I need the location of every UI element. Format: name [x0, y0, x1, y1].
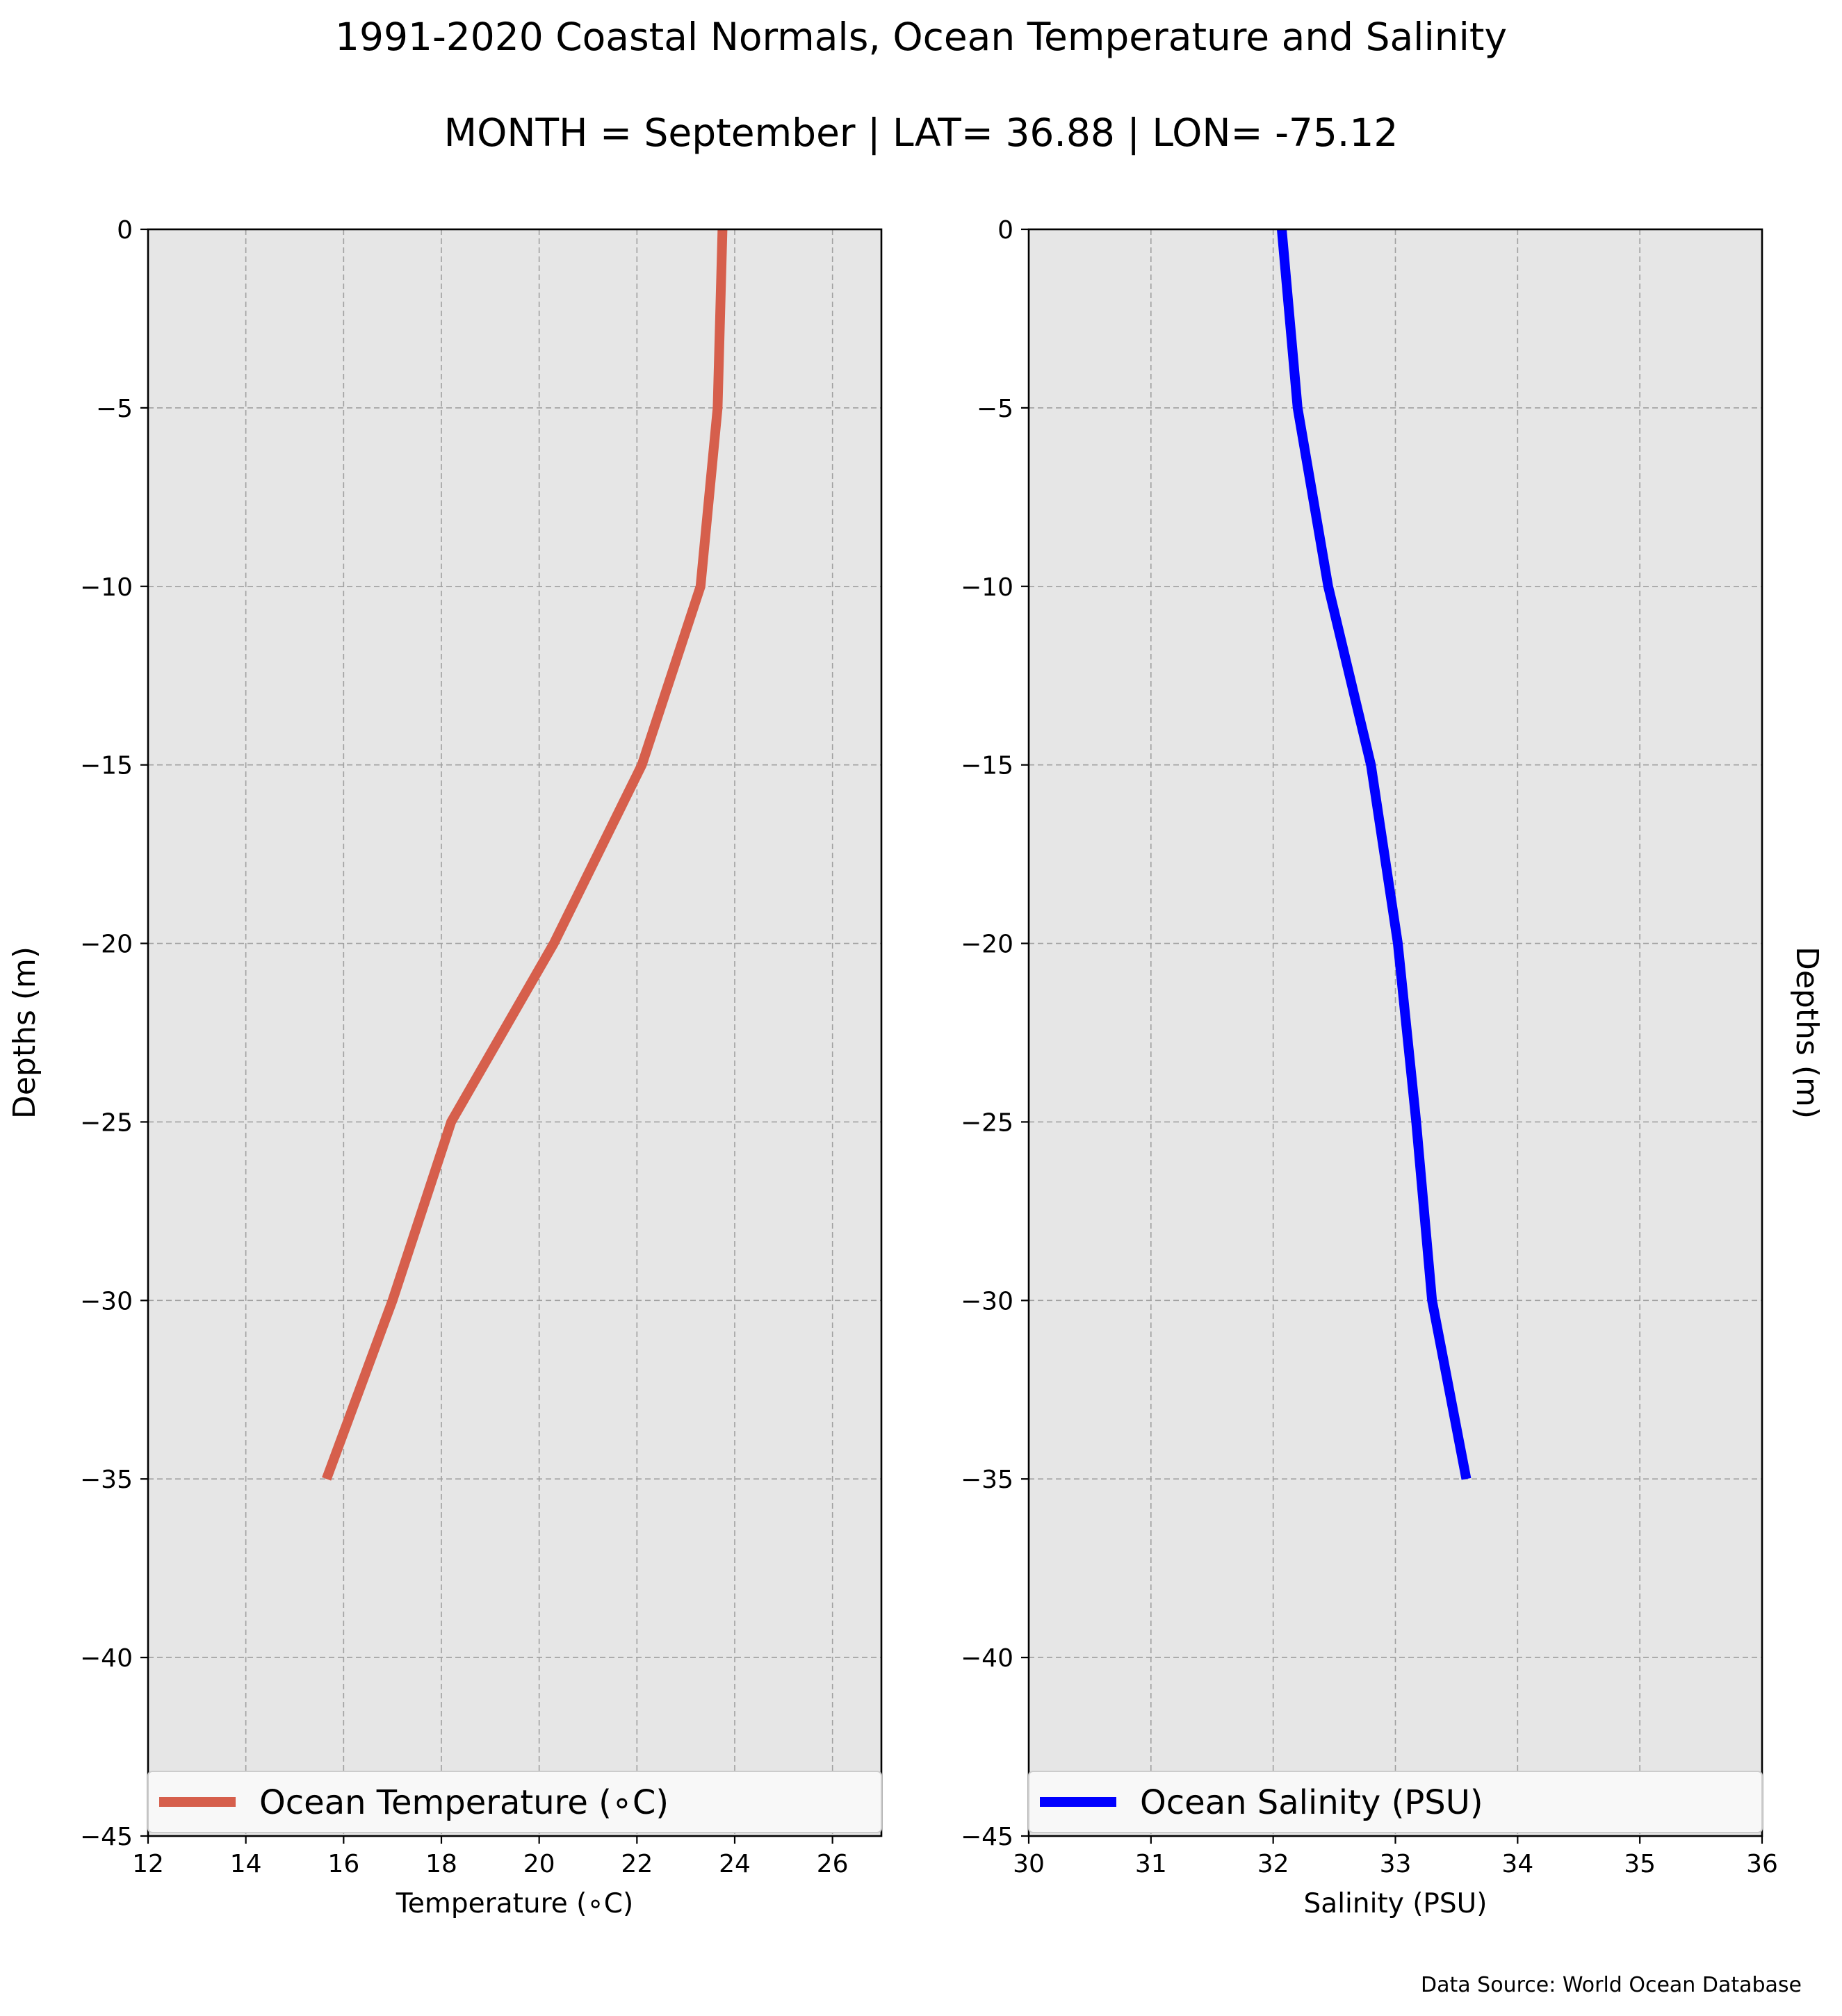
y-tick-label: −20	[961, 931, 1013, 959]
x-tick-label: 36	[1746, 1850, 1778, 1878]
chart-title: 1991-2020 Coastal Normals, Ocean Tempera…	[335, 15, 1507, 59]
legend-label: Ocean Salinity (PSU)	[1140, 1783, 1483, 1822]
y-tick-label: −45	[961, 1823, 1013, 1851]
x-tick-label: 24	[719, 1850, 751, 1878]
y-tick-label: −10	[961, 573, 1013, 602]
y-axis-label: Depths (m)	[1789, 946, 1825, 1119]
y-tick-label: −20	[80, 931, 133, 959]
salinity-panel: 30 31 32 33 34 35 36 0 −5 −10 −15 −20 −25 −30 −35 −40 −4…	[961, 216, 1825, 1919]
series-line	[322, 229, 728, 1481]
x-axis-label: Temperature (∘C)	[396, 1888, 634, 1919]
x-tick-label: 26	[817, 1850, 849, 1878]
y-tick-label: −30	[961, 1287, 1013, 1316]
x-tick-label: 34	[1501, 1850, 1533, 1878]
series-line	[1277, 229, 1472, 1480]
y-axis-label: Depths (m)	[7, 946, 42, 1119]
x-tick-label: 14	[230, 1850, 262, 1878]
legend: Ocean Salinity (PSU)	[1028, 1771, 1763, 1833]
x-tick-label: 30	[1013, 1850, 1045, 1878]
x-tick-label: 12	[132, 1850, 164, 1878]
x-tick-label: 16	[327, 1850, 359, 1878]
y-tick-label: −5	[96, 395, 133, 423]
legend: Ocean Temperature (∘C)	[147, 1771, 882, 1833]
x-tick-label: 33	[1380, 1850, 1412, 1878]
y-tick-label: −40	[961, 1644, 1013, 1673]
legend-box	[147, 1771, 882, 1833]
y-tick-label: −5	[977, 395, 1013, 423]
y-tick-label: −35	[961, 1466, 1013, 1494]
x-tick-label: 31	[1135, 1850, 1167, 1878]
x-tick-label: 20	[523, 1850, 555, 1878]
y-tick-label: −10	[80, 573, 133, 602]
y-tick-label: −25	[961, 1108, 1013, 1137]
x-tick-label: 22	[621, 1850, 653, 1878]
y-tick-label: −40	[80, 1644, 133, 1673]
y-tick-label: −30	[80, 1287, 133, 1316]
y-tick-label: −25	[80, 1108, 133, 1137]
x-tick-label: 18	[425, 1850, 457, 1878]
chart-subtitle: MONTH = September | LAT= 36.88 | LON= -7…	[444, 110, 1399, 156]
x-axis-label: Salinity (PSU)	[1304, 1888, 1488, 1919]
y-tick-label: −15	[80, 752, 133, 780]
x-tick-label: 32	[1257, 1850, 1289, 1878]
y-tick-label: −15	[961, 752, 1013, 780]
y-tick-label: 0	[117, 216, 133, 245]
data-source-note: Data Source: World Ocean Database	[1421, 1973, 1802, 1997]
y-tick-label: −45	[80, 1823, 133, 1851]
plot-area	[148, 229, 881, 1836]
legend-label: Ocean Temperature (∘C)	[259, 1783, 669, 1822]
legend-box	[1028, 1771, 1763, 1833]
temperature-panel: 12 14 16 18 20 22 24 26 0 −5 −10 −15 −20 −25 −30 −35 −40…	[7, 216, 883, 1919]
y-tick-label: 0	[997, 216, 1013, 245]
y-tick-label: −35	[80, 1466, 133, 1494]
x-tick-label: 35	[1624, 1850, 1656, 1878]
axes-frame	[147, 228, 883, 1837]
